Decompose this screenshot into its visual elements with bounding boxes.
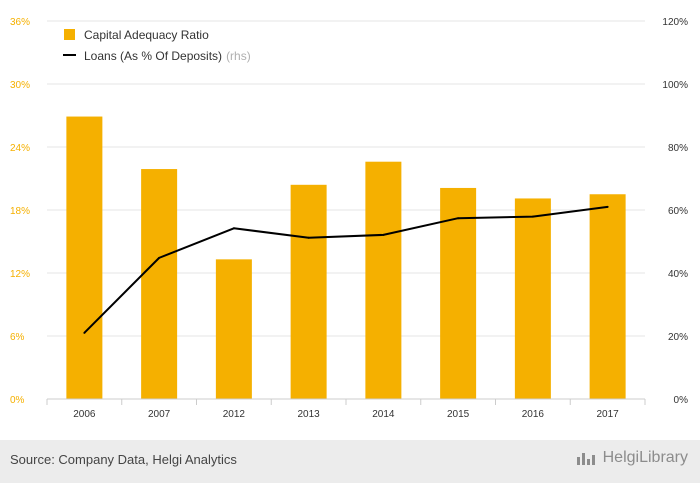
line-point (457, 217, 460, 220)
x-tick-label: 2016 (522, 409, 545, 420)
y-left-tick-label: 24% (10, 143, 30, 154)
chart-svg: 0% 6% 12% 18% 24% 30% 36% 0% 20% 40% 60% 80% 100% 120… (10, 17, 688, 420)
legend: Capital Adequacy Ratio Loans (As % Of De… (63, 28, 251, 63)
line-path (83, 205, 608, 334)
legend-label-bar: Capital Adequacy Ratio (84, 28, 209, 42)
x-tick-label: 2006 (73, 409, 96, 420)
y-right-tick-label: 20% (668, 332, 688, 343)
logo-text: HelgiLibrary (602, 449, 688, 466)
line-point (83, 331, 86, 334)
y-right-tick-label: 80% (668, 143, 688, 154)
bar (215, 259, 252, 399)
bar (365, 161, 402, 399)
legend-rhs-note: (rhs) (226, 49, 251, 63)
y-right-tick-label: 60% (668, 206, 688, 217)
line-series (83, 205, 609, 334)
legend-swatch-bar (64, 29, 75, 40)
bar (290, 184, 327, 399)
bar (589, 194, 626, 399)
line-point (232, 227, 235, 230)
line-point (158, 256, 161, 259)
y-right-tick-label: 0% (674, 395, 689, 406)
y-right-tick-label: 40% (668, 269, 688, 280)
x-tick-label: 2014 (372, 409, 395, 420)
legend-label-line: Loans (As % Of Deposits) (rhs) (84, 49, 251, 63)
x-tick-label: 2017 (597, 409, 620, 420)
legend-line-name: Loans (As % Of Deposits) (84, 49, 222, 63)
line-point (531, 215, 534, 218)
x-tick-label: 2013 (298, 409, 321, 420)
y-left-tick-label: 12% (10, 269, 30, 280)
y-left-tick-label: 6% (10, 332, 25, 343)
x-tick-label: 2007 (148, 409, 171, 420)
x-tick-label: 2012 (223, 409, 246, 420)
logo-icon (576, 451, 599, 465)
bar-series (66, 116, 626, 400)
bar (514, 198, 551, 399)
source-text: Source: Company Data, Helgi Analytics (10, 452, 237, 467)
gridlines (47, 20, 645, 337)
helgi-library-logo[interactable]: HelgiLibrary (576, 449, 688, 467)
bar (440, 187, 477, 399)
line-point (606, 205, 609, 208)
y-left-tick-label: 30% (10, 80, 30, 91)
y-right-tick-label: 120% (662, 17, 688, 28)
line-point (382, 233, 385, 236)
y-left-tick-label: 0% (10, 395, 25, 406)
footer-bar: Source: Company Data, Helgi Analytics He… (0, 440, 700, 483)
line-point (307, 236, 310, 239)
y-left-tick-label: 36% (10, 17, 30, 28)
y-right-tick-label: 100% (662, 80, 688, 91)
y-left-tick-label: 18% (10, 206, 30, 217)
bar (66, 116, 103, 400)
axes: 0% 6% 12% 18% 24% 30% 36% 0% 20% 40% 60% 80% 100% 120… (10, 17, 688, 420)
x-tick-label: 2015 (447, 409, 470, 420)
bar (141, 169, 178, 399)
